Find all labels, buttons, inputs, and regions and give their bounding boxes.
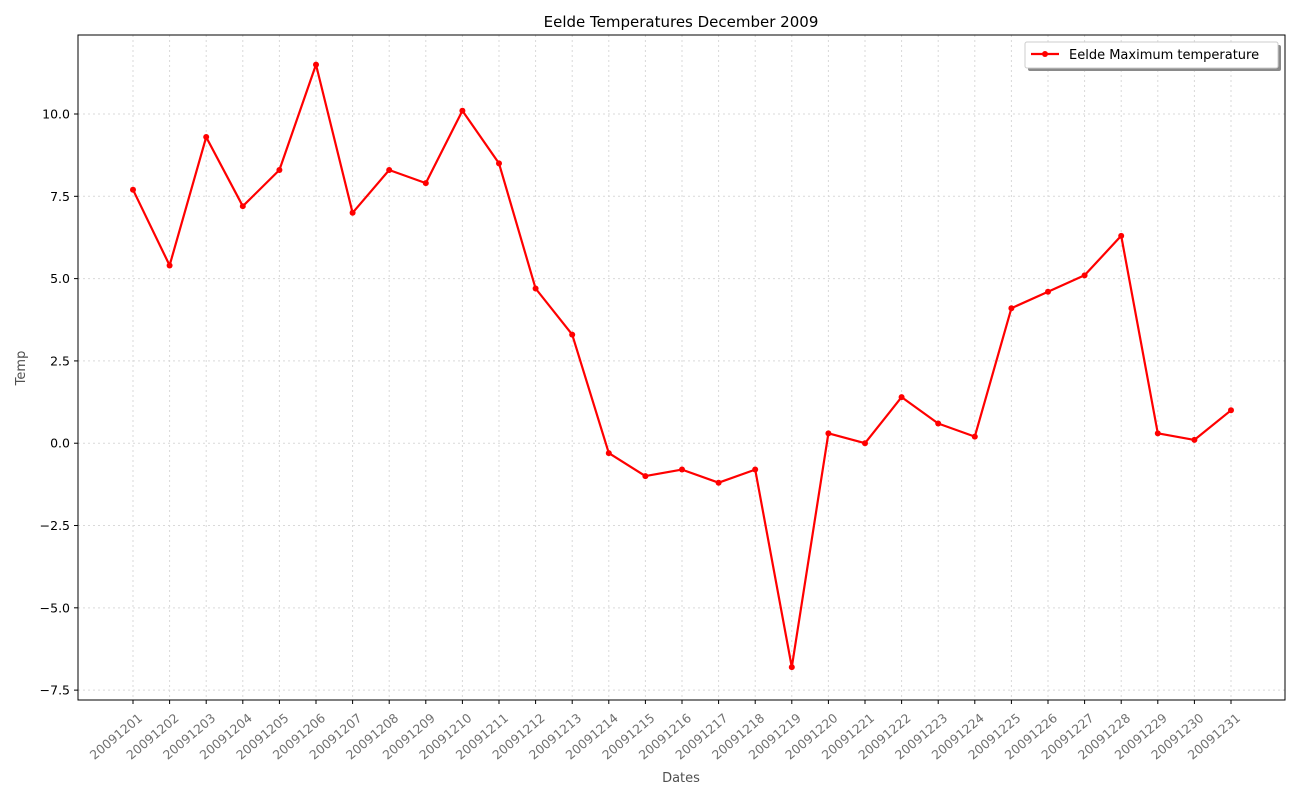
x-axis-ticks: 2009120120091202200912032009120420091205… <box>87 700 1243 763</box>
data-point <box>825 430 832 437</box>
data-point <box>130 186 136 193</box>
data-point <box>1081 272 1088 279</box>
plot-frame <box>77 34 1286 701</box>
data-point <box>971 433 978 440</box>
data-point <box>679 466 685 473</box>
data-point <box>459 107 466 114</box>
legend: Eelde Maximum temperature <box>1024 41 1281 71</box>
data-point <box>715 479 722 486</box>
data-point <box>569 331 576 338</box>
y-tick-label: 0.0 <box>50 436 70 451</box>
y-tick-label: 10.0 <box>42 107 70 122</box>
data-point <box>276 166 283 173</box>
legend-box <box>1024 41 1279 69</box>
y-tick-label: 5.0 <box>50 271 70 286</box>
data-point <box>496 160 502 167</box>
data-point <box>935 420 942 427</box>
data-point <box>752 466 759 473</box>
data-point <box>349 209 356 216</box>
data-point <box>239 203 246 210</box>
data-point <box>532 285 539 292</box>
data-point <box>313 61 319 68</box>
data-point <box>1118 232 1125 239</box>
data-point <box>1228 407 1234 414</box>
y-tick-label: 2.5 <box>50 353 70 368</box>
series-layer <box>130 61 1234 671</box>
data-point <box>1191 436 1198 443</box>
data-point <box>1045 288 1051 295</box>
data-point <box>642 473 649 480</box>
data-point <box>898 394 905 401</box>
data-point <box>1008 305 1015 312</box>
y-axis-ticks: −7.5 −5.0 −2.5 0.0 2.5 5.0 7.5 10.0 <box>40 107 78 698</box>
data-point <box>788 664 795 671</box>
data-point <box>203 134 210 141</box>
grid-layer <box>78 35 1285 700</box>
data-point <box>422 180 429 187</box>
chart-title: Eelde Temperatures December 2009 <box>544 13 819 31</box>
data-point <box>166 262 173 269</box>
data-point <box>605 450 612 457</box>
y-tick-label: 7.5 <box>50 189 70 204</box>
data-point <box>862 440 868 447</box>
legend-marker-swatch <box>1042 51 1048 57</box>
y-tick-label: −2.5 <box>40 518 70 533</box>
y-tick-label: −5.0 <box>40 600 70 615</box>
data-point <box>386 166 393 173</box>
y-tick-label: −7.5 <box>40 683 70 698</box>
y-axis-label: Temp <box>14 351 29 387</box>
data-point <box>1154 430 1161 437</box>
x-axis-label: Dates <box>662 771 700 786</box>
legend-entry-label: Eelde Maximum temperature <box>1069 48 1259 63</box>
